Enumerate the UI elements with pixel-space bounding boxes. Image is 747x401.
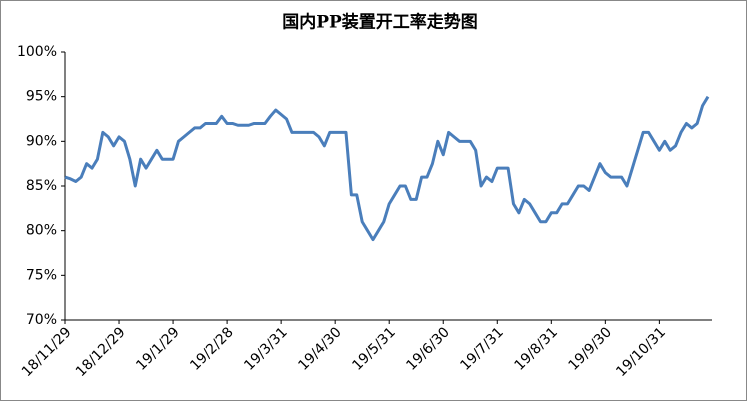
y-tick-label: 85% <box>26 178 57 194</box>
y-tick-label: 95% <box>26 89 57 105</box>
chart-title: 国内PP装置开工率走势图 <box>282 12 478 33</box>
y-tick-label: 80% <box>26 223 57 239</box>
y-tick-label: 75% <box>26 267 57 283</box>
data-line <box>64 95 710 242</box>
y-tick-label: 100% <box>17 44 57 60</box>
y-tick-label: 90% <box>26 133 57 149</box>
y-tick-label: 70% <box>26 312 57 328</box>
